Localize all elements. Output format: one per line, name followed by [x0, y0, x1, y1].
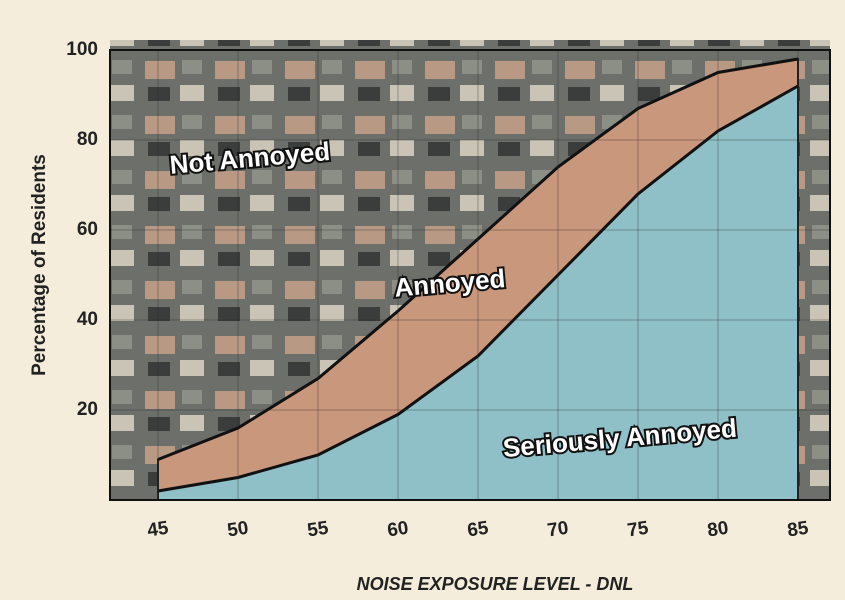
y-tick-label: 60 [77, 219, 98, 240]
x-tick-label: 45 [146, 518, 170, 542]
x-tick-label: 75 [626, 518, 650, 542]
x-tick-label: 85 [786, 518, 810, 542]
x-tick-label: 55 [306, 518, 330, 542]
x-tick-label: 60 [386, 518, 410, 542]
x-tick-label: 70 [546, 518, 570, 542]
x-tick-label: 65 [466, 518, 490, 542]
y-axis-title: Percentage of Residents [29, 154, 50, 376]
chart: Percentage of Residents NOISE EXPOSURE L… [0, 0, 845, 600]
x-axis-title: NOISE EXPOSURE LEVEL - DNL [357, 574, 634, 594]
y-tick-label: 100 [66, 39, 98, 60]
y-tick-label: 20 [77, 399, 98, 420]
x-tick-label: 50 [226, 518, 250, 542]
page: Percentage of Residents NOISE EXPOSURE L… [0, 0, 845, 600]
x-tick-label: 80 [706, 518, 730, 542]
y-tick-label: 80 [77, 129, 98, 150]
y-tick-label: 40 [77, 309, 98, 330]
